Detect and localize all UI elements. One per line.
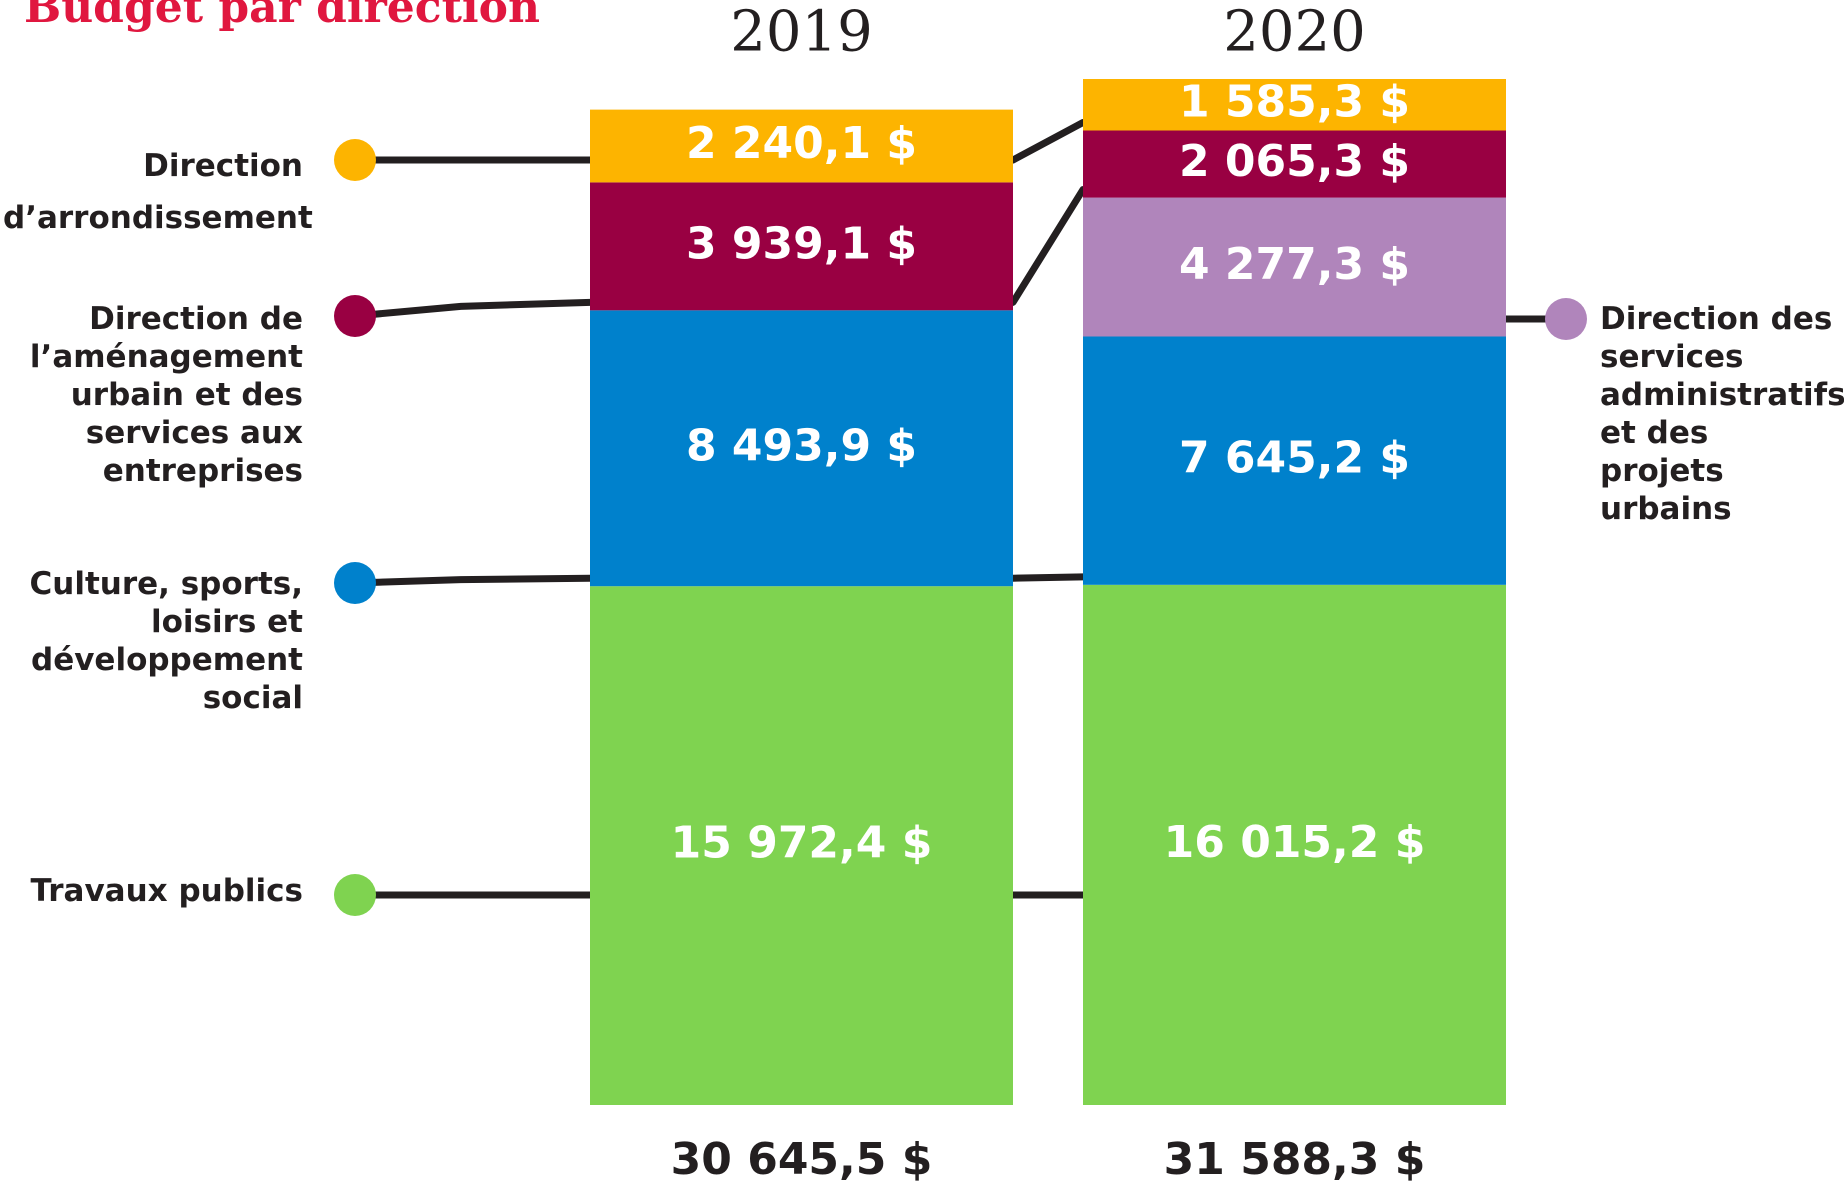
legend-label: Travaux publics [30, 873, 303, 909]
value-label: 1 585,3 $ [1179, 77, 1410, 128]
legend-dot [1545, 298, 1587, 340]
legend-label: Culture, sports, loisirs et développemen… [29, 566, 304, 716]
bar-segment [1083, 130, 1506, 198]
chart-title: Budget par direction [24, 0, 540, 33]
value-label: 15 972,4 $ [671, 818, 933, 869]
legend-dot [334, 562, 376, 604]
legend-dot [334, 139, 376, 181]
bar-segment [1083, 79, 1506, 131]
connector-line [351, 574, 594, 587]
category-label: 2019 [730, 0, 873, 65]
value-label: 16 015,2 $ [1164, 817, 1426, 868]
total-label: 31 588,3 $ [1164, 1134, 1426, 1181]
value-label: 4 277,3 $ [1179, 239, 1410, 290]
connector-line [351, 298, 594, 320]
bar-segment [590, 182, 1013, 311]
value-label: 8 493,9 $ [686, 420, 917, 471]
total-label: 30 645,5 $ [671, 1134, 933, 1181]
value-label: 2 240,1 $ [686, 118, 917, 169]
bar-segment [590, 109, 1013, 183]
legend-label: Direction d’arrondissement [3, 148, 313, 236]
connector-line [1009, 118, 1087, 164]
bar-segment [1083, 584, 1506, 1105]
value-label: 2 065,3 $ [1179, 136, 1410, 187]
bar-segment [590, 310, 1013, 587]
legend-label: Direction des services administratifs et… [1600, 301, 1844, 527]
connector-line [1009, 186, 1087, 306]
bar-segment [1083, 336, 1506, 585]
value-label: 3 939,1 $ [686, 218, 917, 269]
bar-segment [1083, 197, 1506, 337]
connector-line [1009, 573, 1087, 582]
legend-dot [334, 295, 376, 337]
legend-dot [334, 874, 376, 916]
legend-label: Direction de l’aménagement urbain et des… [29, 301, 303, 489]
value-label: 7 645,2 $ [1179, 433, 1410, 484]
category-label: 2020 [1223, 0, 1366, 65]
bar-segment [590, 586, 1013, 1105]
